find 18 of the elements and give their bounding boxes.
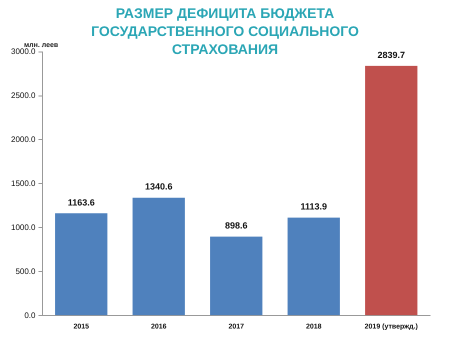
y-tick-label: 0.0 (24, 310, 36, 320)
data-label: 898.6 (224, 220, 248, 231)
chart-title: РАЗМЕР ДЕФИЦИТА БЮДЖЕТА ГОСУДАРСТВЕННОГО СОЦИАЛЬНОГО СТРАХОВАНИЯ (91, 5, 359, 57)
y-tick-label: 2500.0 (11, 90, 36, 100)
y-tick-label: 3000.0 (11, 47, 36, 56)
y-tick-label: 1500.0 (11, 178, 36, 188)
bar (210, 236, 262, 316)
data-label: 1340.6 (144, 182, 172, 192)
data-label: 2839.7 (377, 50, 406, 60)
bar (365, 66, 418, 316)
y-tick-label: 500.0 (15, 266, 36, 276)
bar (55, 213, 108, 316)
bar (288, 218, 340, 316)
y-tick-label: 1000.0 (11, 222, 36, 232)
y-tick-label: 2000.0 (11, 134, 36, 144)
data-label: 1113.9 (300, 202, 328, 212)
bar (132, 198, 185, 316)
data-label: 1163.6 (68, 197, 95, 208)
